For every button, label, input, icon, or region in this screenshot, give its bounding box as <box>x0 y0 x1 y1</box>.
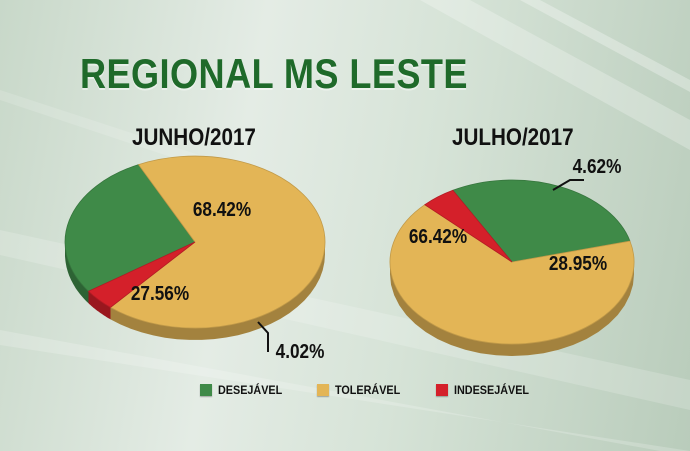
page-title: REGIONAL MS LESTE <box>80 50 468 97</box>
chart-title-june: JUNHO/2017 <box>132 124 256 151</box>
legend-item-toleravel: TOLERÁVEL <box>317 383 407 397</box>
legend-label: TOLERÁVEL <box>335 383 401 397</box>
slice-side-desejavel <box>65 242 89 304</box>
pie-chart-june: 27.56% 68.42% 4.02% <box>64 155 326 363</box>
legend-label: INDESEJÁVEL <box>453 383 529 397</box>
slice-indesejavel <box>87 241 196 308</box>
data-label-desejavel: 28.95% <box>549 252 608 275</box>
legend-swatch <box>435 384 448 396</box>
pie-chart-july: 28.95% 66.42% 4.62% <box>389 155 635 356</box>
legend-swatch <box>200 384 212 396</box>
legend-label: DESEJÁVEL <box>218 383 283 397</box>
leader-line <box>257 321 269 352</box>
slice-toleravel <box>109 155 326 329</box>
slice-side-toleravel <box>110 242 325 340</box>
data-label-desejavel: 27.56% <box>131 282 190 305</box>
slice-toleravel <box>389 204 635 345</box>
legend-item-desejavel: DESEJÁVEL <box>200 383 289 397</box>
slice-desejavel <box>64 164 196 292</box>
slice-indesejavel <box>424 189 513 263</box>
leader-line <box>552 179 584 191</box>
legend-item-indesejavel: INDESEJÁVEL <box>435 383 537 397</box>
legend: DESEJÁVEL TOLERÁVEL INDESEJÁVEL <box>200 383 565 397</box>
slice-side-indesejavel <box>88 291 111 320</box>
data-label-indesejavel: 4.02% <box>276 340 325 363</box>
data-label-indesejavel: 4.62% <box>573 155 622 178</box>
legend-swatch <box>317 384 330 396</box>
chart-title-july: JULHO/2017 <box>452 124 574 151</box>
data-label-toleravel: 66.42% <box>409 225 468 248</box>
data-label-toleravel: 68.42% <box>193 198 252 221</box>
